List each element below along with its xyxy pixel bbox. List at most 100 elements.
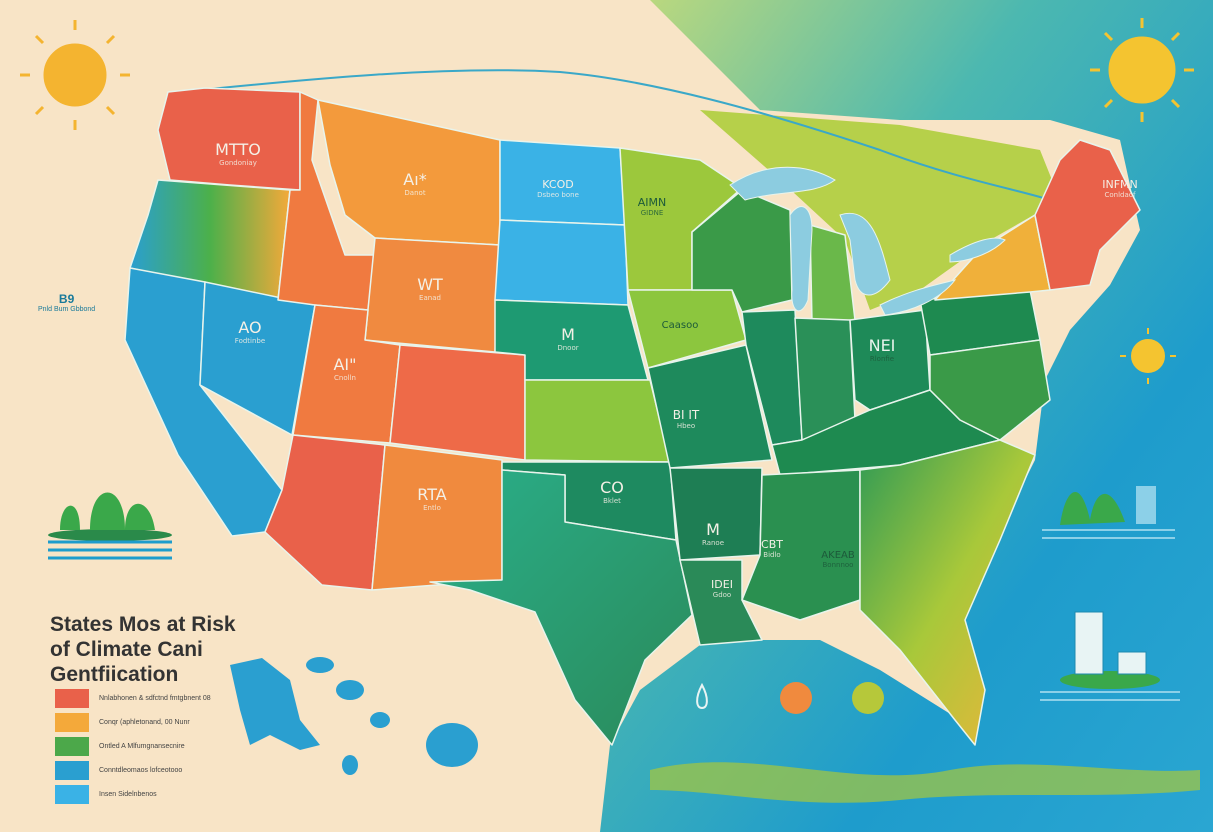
pie-chart-icon	[780, 682, 812, 714]
legend-swatch	[55, 736, 89, 756]
title-line-3: Gentfiication	[50, 663, 179, 686]
state-kansas[interactable]	[524, 379, 671, 463]
legend-swatch	[55, 688, 89, 708]
state-label-sub: Gondoniay	[219, 159, 257, 167]
map-title: States Mos at Risk of Climate Cani Gentf…	[50, 612, 236, 687]
state-arizona[interactable]	[264, 434, 386, 591]
state-label-sub: Dnoor	[557, 344, 579, 352]
legend-item: Insen Sidelnbenos	[55, 782, 211, 806]
city-island-icon	[1042, 486, 1175, 539]
state-label-name: AO	[238, 318, 262, 337]
state-label-name: M	[706, 520, 720, 539]
state-label-name: KCOD	[542, 178, 574, 191]
legend-label: Conqr (aphletonand, 00 Nunr	[99, 718, 190, 726]
sun-icon-top-right	[1090, 18, 1194, 122]
state-missouri[interactable]	[647, 344, 773, 469]
legend-label: Nnlabhonen & sdfctnd fmtgbnent 08	[99, 694, 211, 702]
state-label: AIMN GIDNE	[638, 196, 667, 217]
state-label-sub: Bonnnoo	[822, 561, 854, 569]
state-label: NEI Rlonfie	[869, 336, 896, 363]
state-label-sub: Bidlo	[763, 551, 781, 559]
legend-label: Ontled A Mlfumgnansecnire	[99, 742, 185, 750]
state-label-name: CBT	[761, 538, 783, 551]
state-label: AI" Cnolln	[333, 355, 356, 382]
state-label-sub: Hbeo	[676, 422, 696, 430]
alaska-shape	[230, 658, 320, 750]
legend-item: Conqr (aphletonand, 00 Nunr	[55, 710, 211, 734]
state-label: IDEI Gdoo	[711, 578, 733, 599]
state-label-name: Aı*	[403, 170, 427, 189]
state-washington[interactable]	[157, 87, 301, 191]
legend: Nnlabhonen & sdfctnd fmtgbnent 08 Conqr …	[55, 686, 211, 806]
state-label-sub: Bklet	[603, 497, 621, 505]
state-label-name: AIMN	[637, 196, 667, 209]
state-label-name: AKEAB	[821, 550, 855, 561]
legend-item: Ontled A Mlfumgnansecnire	[55, 734, 211, 758]
state-label-sub: Dsbeo bone	[537, 191, 579, 199]
state-new-england[interactable]	[1034, 139, 1141, 291]
legend-swatch	[55, 760, 89, 780]
state-label: KCOD Dsbeo bone	[537, 178, 579, 199]
state-label-name: Caasoo	[661, 320, 699, 331]
legend-swatch	[55, 784, 89, 804]
lake-michigan	[789, 206, 813, 312]
lake-superior	[729, 166, 836, 201]
gulf-icons	[696, 682, 884, 714]
state-label: Aı* Danot	[403, 170, 426, 197]
state-south-dakota[interactable]	[494, 219, 629, 306]
state-label: Caasoo	[662, 320, 699, 331]
state-new-mexico[interactable]	[371, 444, 503, 591]
state-label-sub: Rlonfie	[869, 355, 895, 363]
state-label-name: CO	[600, 478, 624, 497]
water-drop-icon	[696, 682, 708, 710]
state-label-sub: Gdoo	[712, 591, 732, 599]
state-label: AKEAB Bonnnoo	[821, 550, 854, 569]
state-label-name: WT	[417, 275, 443, 294]
sun-icon-top-left	[20, 20, 130, 130]
side-note-text: Pnld Bum Gbbond	[38, 306, 96, 313]
state-label-sub: Fodtinbe	[234, 337, 266, 345]
legend-label: Conntdleomaos lofceotooo	[99, 766, 183, 774]
state-label-sub: Danot	[404, 189, 426, 197]
legend-swatch	[55, 712, 89, 732]
state-label: MTTO Gondoniay	[215, 140, 261, 167]
state-label-name: RTA	[417, 485, 447, 504]
ocean	[600, 0, 1213, 832]
state-label: INFMN Conldaof	[1102, 178, 1138, 199]
states	[124, 87, 1141, 746]
state-label-name: NEI	[868, 336, 896, 355]
state-texas[interactable]	[429, 469, 693, 746]
state-label-sub: Cnolln	[334, 374, 356, 382]
side-note-value: B9	[58, 292, 75, 306]
state-label-name: MTTO	[215, 140, 261, 159]
state-label-sub: Ranoe	[701, 539, 725, 547]
state-label: BI IT Hbeo	[673, 408, 699, 430]
state-label-name: INFMN	[1102, 178, 1138, 191]
state-label: M Dnoor	[557, 325, 578, 352]
state-label-sub: Entlo	[423, 504, 441, 512]
state-southeast[interactable]	[859, 439, 1036, 746]
state-label: CO Bklet	[600, 478, 624, 505]
state-label: CBT Bidlo	[761, 538, 783, 559]
border-line	[199, 69, 1051, 201]
legend-label: Insen Sidelnbenos	[99, 790, 157, 798]
state-label-name: BI IT	[672, 408, 700, 422]
state-louisiana[interactable]	[679, 559, 763, 646]
sun-icon-small	[1120, 328, 1176, 384]
state-label-sub: GIDNE	[640, 209, 664, 217]
legend-item: Nnlabhonen & sdfctnd fmtgbnent 08	[55, 686, 211, 710]
state-label: WT Eanad	[417, 275, 443, 302]
buildings-icon	[1040, 611, 1180, 701]
lake-huron	[839, 212, 891, 296]
title-line-1: States Mos at Risk	[50, 613, 236, 636]
lake-ontario	[949, 237, 1006, 263]
state-label-name: M	[561, 325, 575, 344]
badge-icon	[852, 682, 884, 714]
state-label: M Ranoe	[702, 520, 724, 547]
state-colorado[interactable]	[389, 344, 526, 461]
state-label-name: AI"	[333, 355, 357, 374]
state-label-sub: Eanad	[419, 294, 441, 302]
state-label-sub: Conldaof	[1104, 191, 1136, 199]
lake-erie	[879, 279, 957, 316]
